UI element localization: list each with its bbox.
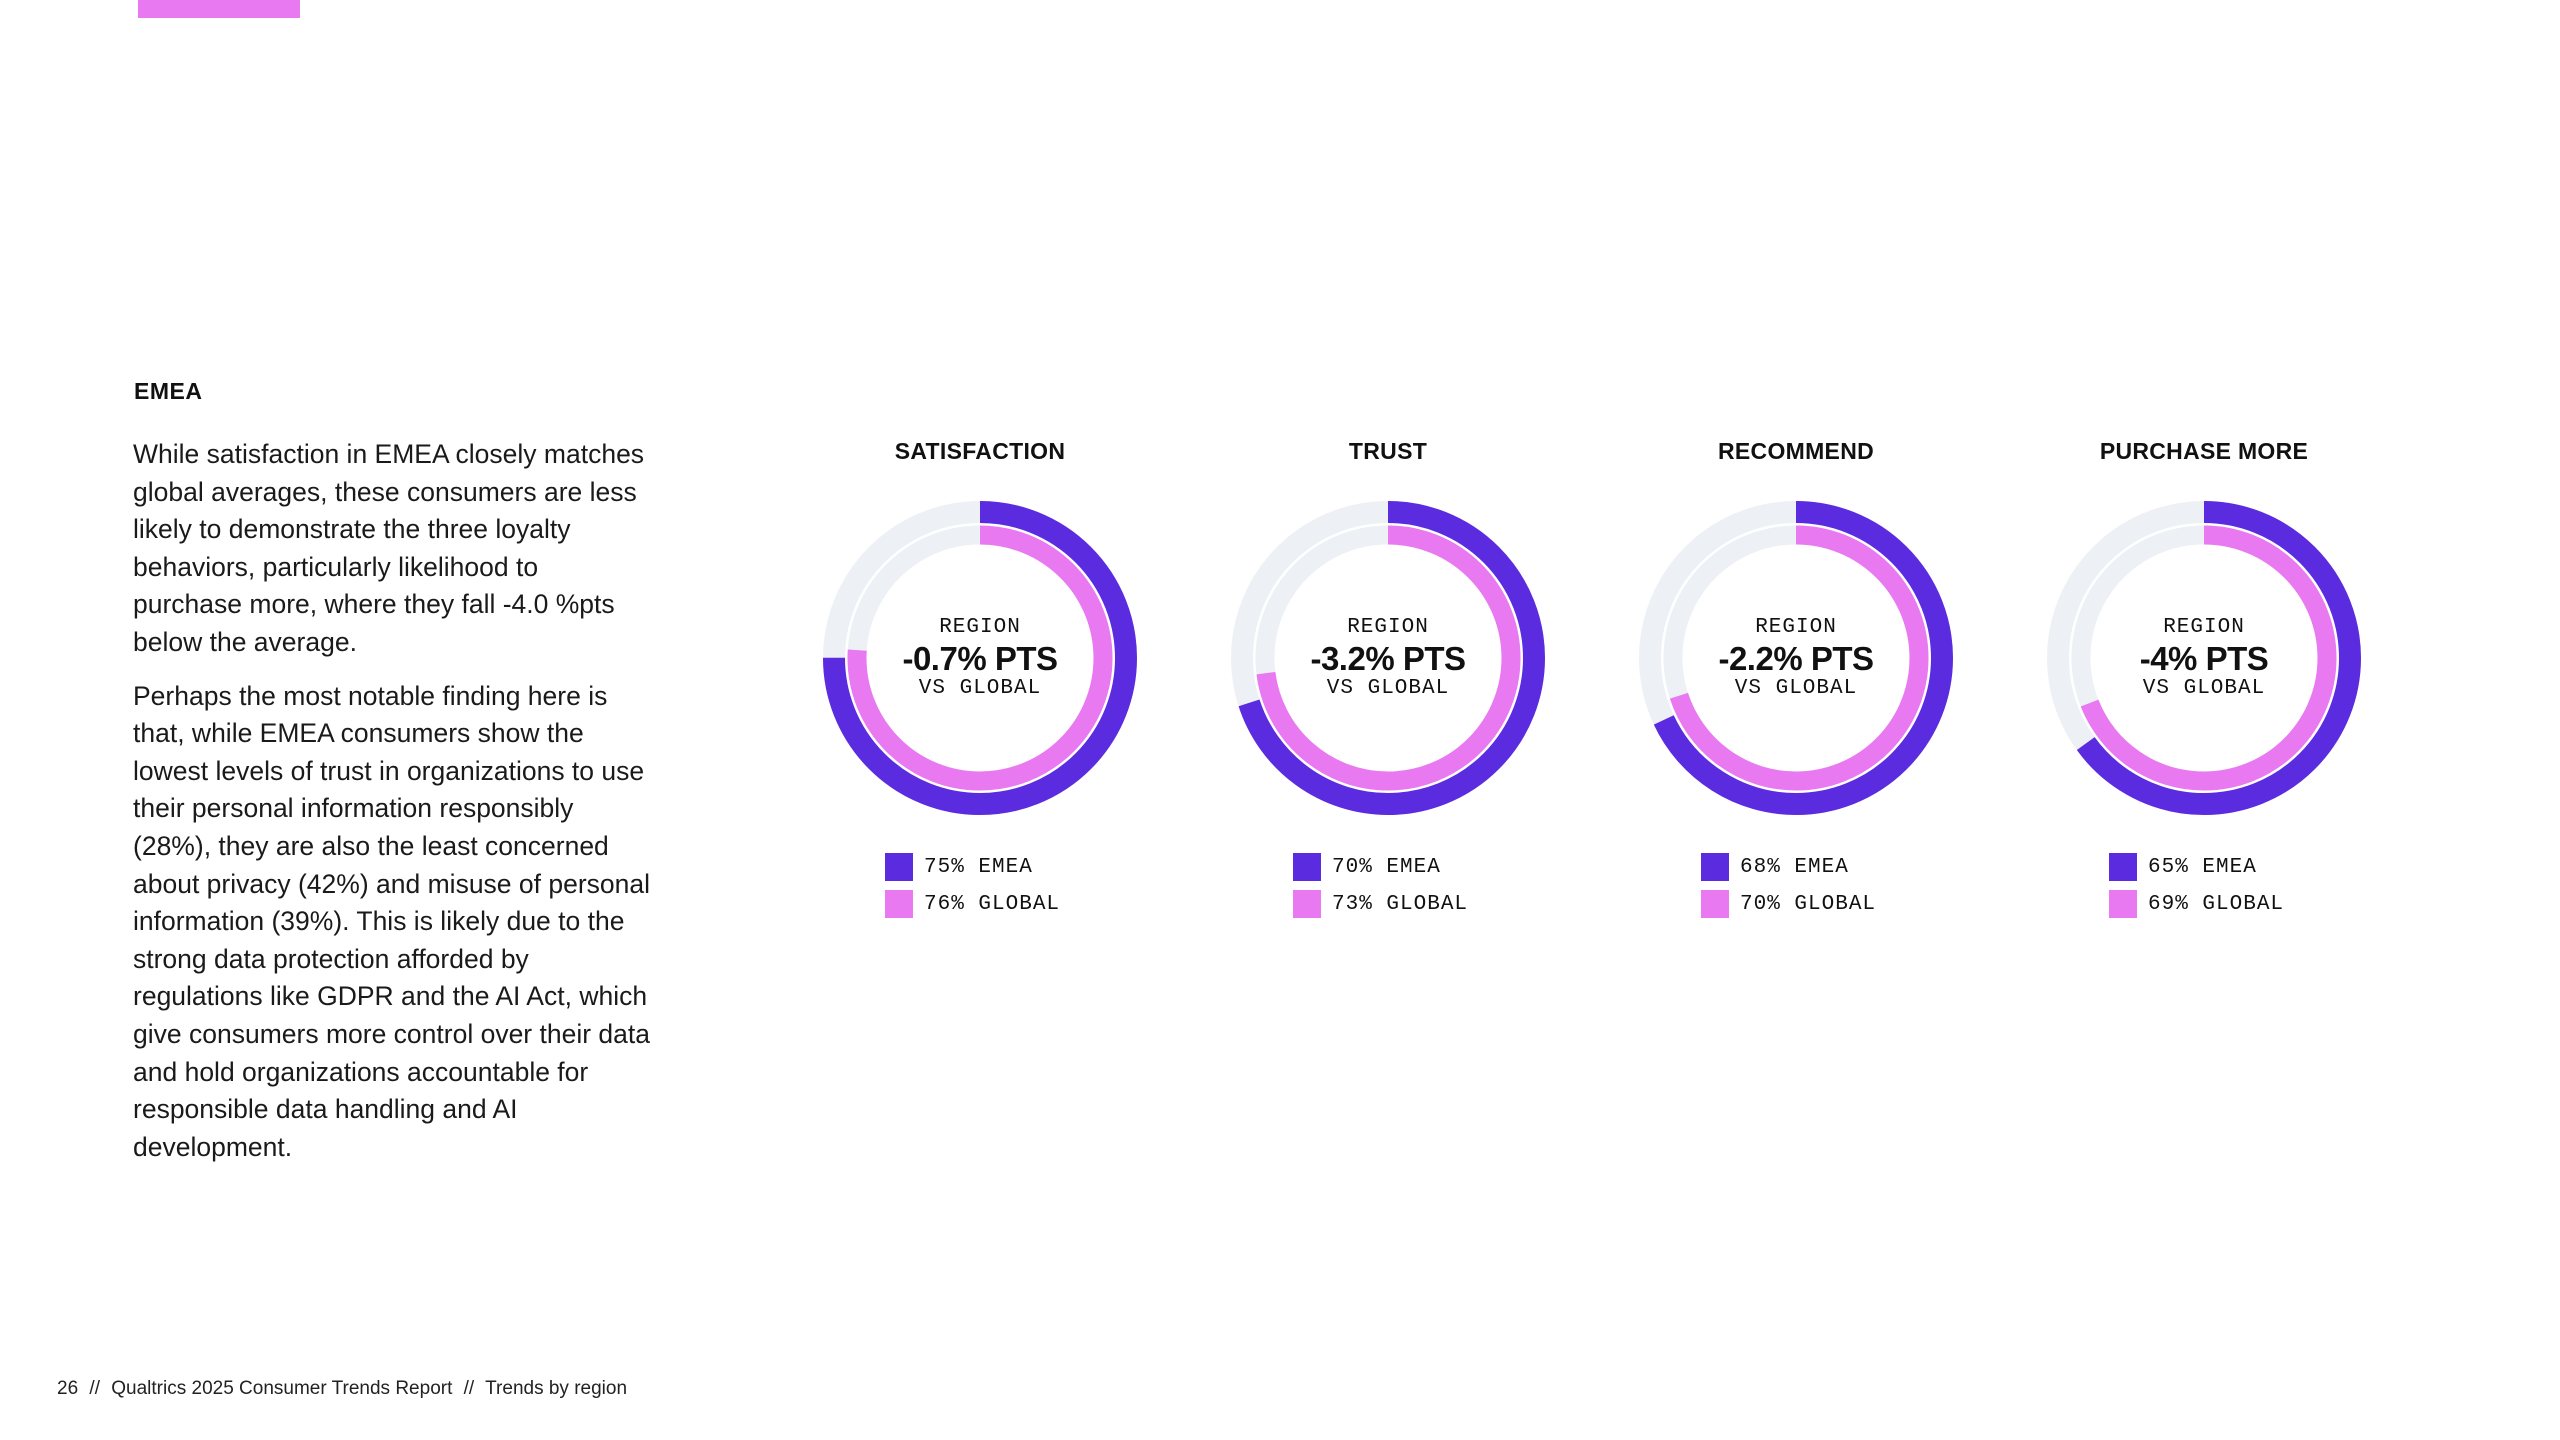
accent-bar [138,0,300,18]
legend-swatch-global [1701,890,1729,918]
region-arc [2047,501,2361,815]
legend-swatch-region [1293,853,1321,881]
global-arc [1663,525,1929,791]
legend-label: 73% GLOBAL [1332,892,1469,916]
donut-charts: SATISFACTION REGION -0.7% PTS VS GLOBAL … [790,430,2430,950]
chart-title: SATISFACTION [894,438,1066,464]
legend-swatch-region [1701,853,1729,881]
region-arc [823,501,1137,815]
chart-title: RECOMMEND [1717,438,1875,464]
donut-purchase-more [2047,501,2361,815]
legend-label: 68% EMEA [1740,855,1849,879]
region-arc [1231,501,1545,815]
chart-trust: TRUST REGION -3.2% PTS VS GLOBAL 70% EME… [1198,430,1578,950]
legend-item-region: 70% EMEA [1293,852,1468,882]
global-arc [2071,525,2337,791]
legend-label: 70% GLOBAL [1740,892,1877,916]
chart-title: TRUST [1348,438,1428,464]
legend-label: 76% GLOBAL [924,892,1061,916]
footer-page-number: 26 [57,1378,79,1399]
body-text: While satisfaction in EMEA closely match… [133,436,653,1182]
legend-item-global: 69% GLOBAL [2109,889,2284,919]
legend: 70% EMEA 73% GLOBAL [1293,852,1468,926]
legend-swatch-global [1293,890,1321,918]
chart-title: PURCHASE MORE [2099,438,2309,464]
region-arc [1639,501,1953,815]
legend-item-region: 68% EMEA [1701,852,1876,882]
legend-label: 75% EMEA [924,855,1033,879]
legend-label: 65% EMEA [2148,855,2257,879]
chart-satisfaction: SATISFACTION REGION -0.7% PTS VS GLOBAL … [790,430,1170,950]
footer-separator: // [89,1378,100,1399]
footer-section: Trends by region [485,1378,628,1399]
global-arc [847,525,1113,791]
legend-item-global: 70% GLOBAL [1701,889,1876,919]
legend: 68% EMEA 70% GLOBAL [1701,852,1876,926]
donut-satisfaction [823,501,1137,815]
footer-separator: // [463,1378,475,1399]
legend-label: 69% GLOBAL [2148,892,2285,916]
global-arc [1255,525,1521,791]
legend-item-region: 65% EMEA [2109,852,2284,882]
footer-report-title: Qualtrics 2025 Consumer Trends Report [111,1378,453,1399]
legend-item-global: 73% GLOBAL [1293,889,1468,919]
legend: 75% EMEA 76% GLOBAL [885,852,1060,926]
chart-purchase-more: PURCHASE MORE REGION -4% PTS VS GLOBAL 6… [2014,430,2394,950]
legend-item-region: 75% EMEA [885,852,1060,882]
legend: 65% EMEA 69% GLOBAL [2109,852,2284,926]
legend-swatch-region [885,853,913,881]
footer: 26 // Qualtrics 2025 Consumer Trends Rep… [57,1378,633,1400]
body-paragraph-2: Perhaps the most notable finding here is… [133,680,651,1162]
body-paragraph-1: While satisfaction in EMEA closely match… [133,439,645,657]
legend-label: 70% EMEA [1332,855,1441,879]
legend-swatch-global [885,890,913,918]
legend-swatch-region [2109,853,2137,881]
donut-trust [1231,501,1545,815]
section-heading: EMEA [134,378,203,404]
legend-swatch-global [2109,890,2137,918]
legend-item-global: 76% GLOBAL [885,889,1060,919]
chart-recommend: RECOMMEND REGION -2.2% PTS VS GLOBAL 68%… [1606,430,1986,950]
donut-recommend [1639,501,1953,815]
